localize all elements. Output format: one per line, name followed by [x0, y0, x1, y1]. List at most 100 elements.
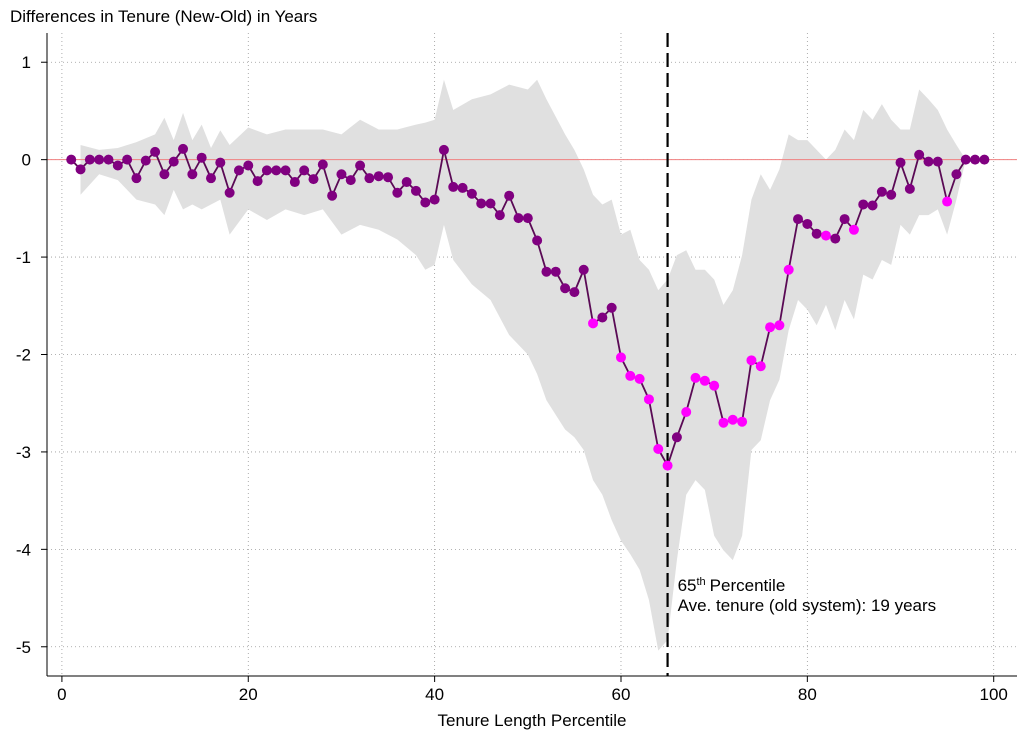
data-point [355, 160, 366, 171]
data-point [178, 143, 189, 154]
y-tick-label: -2 [16, 346, 31, 365]
data-point [923, 156, 934, 167]
data-point [252, 176, 263, 187]
data-point [94, 154, 105, 165]
data-point [233, 165, 244, 176]
data-point [261, 165, 272, 176]
annotation-number: 65 [678, 576, 697, 595]
x-tick-label: 40 [425, 685, 444, 704]
annotation: Ave. tenure (old system): 19 years [678, 596, 937, 615]
data-point [783, 264, 794, 275]
data-point [625, 370, 636, 381]
annotation-sup: th [696, 576, 705, 588]
data-point [886, 189, 897, 200]
data-point [830, 233, 841, 244]
y-tick-label: -5 [16, 638, 31, 657]
y-tick-label: 1 [22, 53, 31, 72]
data-point [839, 214, 850, 225]
data-point [532, 235, 543, 246]
data-point [755, 361, 766, 372]
data-point [895, 157, 906, 168]
data-point [867, 200, 878, 211]
data-point [932, 156, 943, 167]
data-point [196, 152, 207, 163]
x-tick-label: 80 [798, 685, 817, 704]
data-point [643, 394, 654, 405]
data-point [513, 213, 524, 224]
data-point [951, 169, 962, 180]
data-point [289, 177, 300, 188]
data-point [401, 177, 412, 188]
data-point [560, 283, 571, 294]
data-point [914, 149, 925, 160]
x-axis-title: Tenure Length Percentile [437, 711, 626, 730]
data-point [737, 416, 748, 427]
data-point [66, 154, 77, 165]
data-point [457, 182, 468, 193]
data-point [634, 373, 645, 384]
data-point [215, 157, 226, 168]
data-point [420, 197, 431, 208]
data-point [690, 372, 701, 383]
y-tick-label: -4 [16, 540, 31, 559]
data-point [131, 173, 142, 184]
data-point [970, 154, 981, 165]
data-point [662, 460, 673, 471]
data-point [606, 302, 617, 313]
data-point [746, 355, 757, 366]
data-point [271, 165, 282, 176]
data-point [793, 214, 804, 225]
data-point [485, 198, 496, 209]
data-point [392, 187, 403, 198]
data-point [159, 169, 170, 180]
y-tick-label: -3 [16, 443, 31, 462]
data-point [345, 175, 356, 186]
x-tick-label: 20 [239, 685, 258, 704]
data-point [373, 171, 384, 182]
data-point [150, 146, 161, 157]
data-point [187, 169, 198, 180]
data-point [122, 154, 133, 165]
data-point [224, 187, 235, 198]
data-point [774, 320, 785, 331]
data-point [699, 375, 710, 386]
data-point [876, 186, 887, 197]
data-point [317, 159, 328, 170]
data-point [681, 406, 692, 417]
annotation-text: Percentile [710, 576, 786, 595]
data-point [765, 322, 776, 333]
data-point [588, 318, 599, 329]
data-point [336, 169, 347, 180]
data-point [280, 165, 291, 176]
data-point [653, 444, 664, 455]
data-point [308, 174, 319, 185]
data-point [709, 380, 720, 391]
data-point [802, 218, 813, 229]
data-point [848, 224, 859, 235]
data-point [410, 185, 421, 196]
x-tick-label: 100 [980, 685, 1008, 704]
data-point [597, 312, 608, 323]
data-point [942, 196, 953, 207]
data-point [112, 160, 123, 171]
data-point [103, 154, 114, 165]
data-point [438, 144, 449, 155]
data-point [727, 414, 738, 425]
x-tick-label: 60 [612, 685, 631, 704]
data-point [168, 156, 179, 167]
data-point [84, 154, 95, 165]
data-point [327, 190, 338, 201]
data-point [615, 352, 626, 363]
data-point [904, 183, 915, 194]
data-point [243, 160, 254, 171]
data-point [718, 417, 729, 428]
data-point [979, 154, 990, 165]
data-point [383, 172, 394, 183]
y-tick-label: -1 [16, 248, 31, 267]
data-point [429, 194, 440, 205]
data-point [541, 266, 552, 277]
data-point [140, 155, 151, 166]
data-point [671, 432, 682, 443]
data-point [448, 181, 459, 192]
